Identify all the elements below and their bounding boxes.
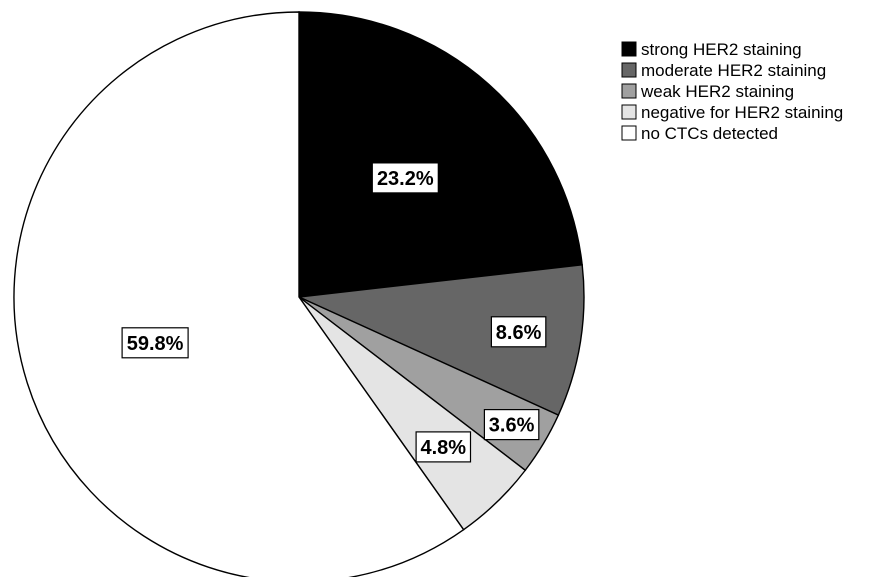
legend-swatch [621,104,637,120]
data-label-box [371,162,439,194]
data-label-box [483,409,540,441]
legend-swatch [621,125,637,141]
legend-label: weak HER2 staining [640,82,794,101]
pie-slices [13,11,585,582]
legend-entry-moderate: moderate HER2 staining [621,61,826,80]
legend-entry-no-ctcs: no CTCs detected [621,124,778,143]
legend-entry-negative: negative for HER2 staining [621,103,843,122]
pie-slice-strong [298,11,583,298]
legend-label: moderate HER2 staining [641,61,826,80]
legend: strong HER2 staining moderate HER2 staini… [621,40,843,143]
data-label-weak: 3.6% [483,409,540,441]
data-label-box [121,327,189,359]
pie-slice-moderate [296,264,585,417]
data-label-text: 8.6% [496,322,542,344]
legend-label: negative for HER2 staining [641,103,843,122]
legend-entry-weak: weak HER2 staining [621,82,794,101]
data-label-box [415,431,472,463]
data-label-text: 3.6% [489,415,535,437]
legend-label: strong HER2 staining [641,40,802,59]
data-label-negative: 4.8% [415,431,472,463]
legend-swatch [621,41,637,57]
legend-entry-strong: strong HER2 staining [621,40,802,59]
data-label-strong: 23.2% [371,162,439,194]
data-label-text: 23.2% [377,168,434,190]
legend-swatch [621,62,637,78]
legend-label: no CTCs detected [641,124,778,143]
data-label-moderate: 8.6% [490,316,547,348]
legend-swatch [621,83,637,99]
data-label-text: 59.8% [127,333,184,355]
data-label-text: 4.8% [421,437,467,459]
data-labels: 23.2% 8.6% 3.6% 4.8% 59.8% [121,162,547,463]
data-label-no-ctcs: 59.8% [121,327,189,359]
data-label-box [490,316,547,348]
